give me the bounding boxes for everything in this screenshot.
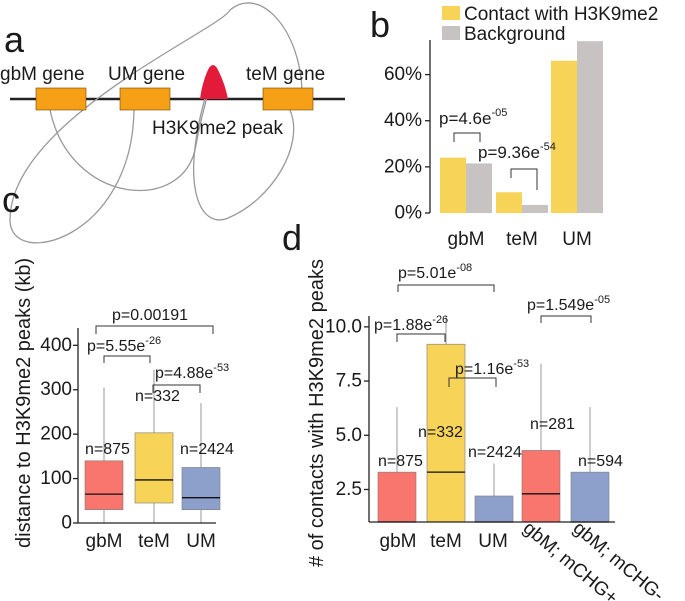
x-tick-label-b: teM — [506, 229, 538, 250]
box-c-um — [181, 467, 221, 510]
sig-bracket-b-gbm — [453, 132, 481, 142]
x-tick-label-b: gbM — [448, 229, 485, 250]
gene-label-gbm: gbM gene — [0, 64, 85, 85]
x-tick-label-b: UM — [562, 229, 592, 250]
y-tick-label-c: 0 — [61, 513, 72, 534]
panel-label-a: a — [4, 19, 25, 60]
p-value-b-gbm: p=4.6e-05 — [439, 107, 507, 128]
y-tick-label-c: 200 — [40, 424, 72, 445]
box-series — [84, 369, 221, 523]
p-value-c-gbm-um: p=0.00191 — [112, 307, 188, 324]
y-axis-title-d: # of contacts with H3K9me2 peaks — [306, 259, 328, 567]
n-label-d-gbm-chg-minus: n=594 — [578, 453, 623, 470]
legend-swatch-contact — [442, 6, 460, 20]
sig-bracket-c-gbm-tem — [103, 355, 151, 363]
box-d-tem — [426, 343, 466, 523]
sig-bracket-d-gbm-um — [397, 284, 495, 292]
panel-b: b Contact with H3K9me2 Background 0% 20%… — [370, 4, 658, 250]
x-tick-label-d: teM — [430, 531, 462, 552]
box-d-um — [474, 495, 514, 523]
y-axis-title-c: distance to H3K9me2 peaks (kb) — [13, 258, 35, 548]
sig-bracket-c-gbm-um — [95, 325, 214, 334]
panel-a: a gbM gene UM gene teM gene H3K9me2 peak — [0, 2, 345, 244]
bar-background-gbm — [466, 163, 492, 213]
sig-bracket-c-tem-um — [152, 384, 201, 393]
gene-box-tem — [262, 87, 314, 111]
x-tick-label-c: teM — [138, 531, 170, 552]
peak-label: H3K9me2 peak — [152, 118, 283, 139]
contact-arc-gbm — [49, 71, 213, 192]
x-tick-label-d: gbM; mCHG- — [569, 518, 668, 601]
y-tick-label-b: 20% — [384, 156, 422, 177]
p-value-d-tem-um: p=1.16e-53 — [455, 358, 529, 378]
y-tick-label-d: 10.0 — [325, 316, 362, 337]
box-d-gbm — [377, 471, 417, 523]
box-d-gbm-mchg — [570, 471, 610, 523]
contact-arc-tem — [193, 71, 295, 221]
bar-contact-with-h3k9me2-gbm — [440, 157, 466, 213]
bar-background-tem — [522, 204, 548, 213]
bar-series — [440, 41, 603, 214]
p-value-b-tem: p=9.36e-54 — [478, 141, 556, 162]
panel-label-b: b — [370, 4, 390, 45]
panel-d: d # of contacts with H3K9me2 peaks 2.5 5… — [282, 217, 668, 601]
panel-label-d: d — [282, 217, 302, 258]
x-tick-label-d: gbM — [380, 531, 417, 552]
y-tick-label-d: 2.5 — [336, 479, 362, 500]
n-label-d-tem: n=332 — [418, 424, 463, 441]
gene-label-tem: teM gene — [246, 64, 325, 85]
n-label-d-gbm-chg-plus: n=281 — [530, 416, 575, 433]
y-tick-label-b: 60% — [384, 64, 422, 85]
x-tick-label-c: UM — [186, 531, 216, 552]
y-tick-label-d: 5.0 — [336, 425, 362, 446]
p-value-c-gbm-tem: p=5.55e-26 — [87, 335, 161, 355]
contact-arc-long — [9, 2, 303, 244]
y-tick-label-b: 0% — [395, 203, 423, 224]
sig-bracket-d-gbm-tem — [396, 333, 446, 342]
y-tick-label-c: 100 — [40, 468, 72, 489]
bar-contact-with-h3k9me2-tem — [496, 192, 522, 213]
p-value-d-chg: p=1.549e-05 — [527, 294, 610, 314]
sig-bracket-d-tem-um — [448, 377, 497, 387]
gene-box-um — [119, 87, 171, 111]
y-tick-label-c: 400 — [40, 335, 72, 356]
n-label-d-gbm: n=875 — [378, 453, 423, 470]
box-c-gbm — [84, 460, 124, 510]
n-label-c-tem: n=332 — [135, 388, 180, 405]
panel-label-c: c — [2, 179, 20, 220]
p-value-c-tem-um: p=4.88e-53 — [155, 362, 229, 382]
box-d-gbm-mchg — [521, 450, 561, 523]
h3k9me2-peak-shape — [200, 65, 228, 99]
x-tick-label-c: gbM — [86, 531, 123, 552]
p-value-d-gbm-tem: p=1.88e-26 — [374, 314, 448, 334]
p-value-d-gbm-um: p=5.01e-08 — [398, 262, 472, 282]
bar-contact-with-h3k9me2-um — [551, 60, 577, 214]
panel-c: c distance to H3K9me2 peaks (kb) 0 100 2… — [2, 179, 234, 552]
gene-label-um: UM gene — [108, 64, 185, 85]
sig-bracket-d-chg — [540, 315, 592, 323]
x-tick-label-d: UM — [478, 531, 508, 552]
box-c-tem — [134, 432, 174, 504]
bar-background-um — [577, 41, 603, 213]
y-tick-label-d: 7.5 — [336, 371, 362, 392]
n-label-c-gbm: n=875 — [85, 441, 130, 458]
legend-label-contact: Contact with H3K9me2 — [464, 4, 658, 25]
n-label-c-um: n=2424 — [180, 441, 234, 458]
y-tick-label-c: 300 — [40, 379, 72, 400]
legend-swatch-background — [442, 26, 460, 40]
n-label-d-um: n=2424 — [468, 444, 522, 461]
sig-bracket-b-tem — [510, 168, 538, 190]
gene-box-gbm — [35, 87, 87, 111]
y-tick-label-b: 40% — [384, 110, 422, 131]
legend-label-background: Background — [464, 24, 565, 45]
